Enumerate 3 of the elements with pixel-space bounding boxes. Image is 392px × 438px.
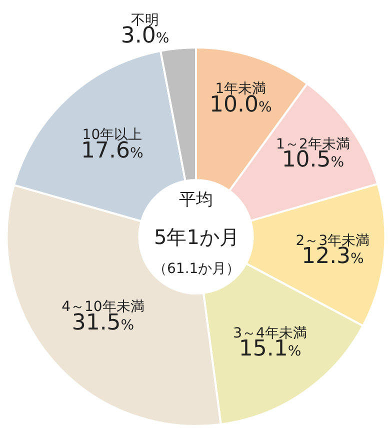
- text: 平均: [179, 190, 213, 210]
- text: （61.1か月）: [153, 261, 240, 277]
- text: 5年1か月: [154, 225, 240, 249]
